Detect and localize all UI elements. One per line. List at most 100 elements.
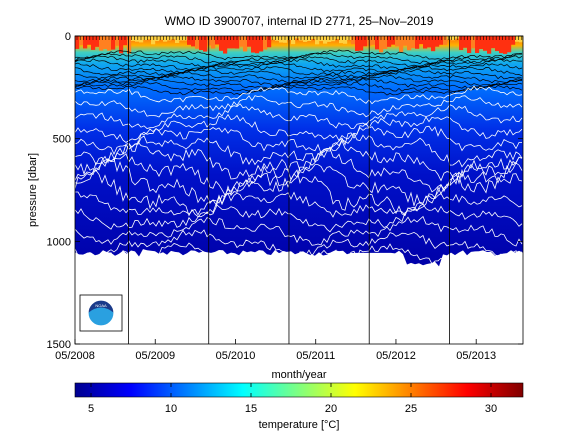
warm-cell [163, 36, 168, 42]
colorbar-tick-label: 25 [405, 403, 417, 415]
warm-cell [263, 36, 268, 50]
isotherm-line [75, 203, 523, 233]
warm-cell [75, 36, 80, 49]
warm-cell [315, 36, 320, 45]
warm-cell [231, 36, 236, 49]
warm-cell [195, 36, 200, 49]
year-boundary-lines [128, 36, 450, 344]
warm-cell [135, 36, 140, 42]
isotherm-line [75, 133, 523, 168]
warm-cell [255, 36, 260, 54]
colorbar-ticks: 5 10 15 20 25 30 [88, 383, 497, 415]
isotherm-line [75, 215, 523, 247]
colorbar-tick-label: 20 [325, 403, 337, 415]
warm-cell [467, 36, 472, 54]
isotherm-line [75, 191, 523, 218]
warm-cell [271, 36, 276, 40]
isotherm-line [75, 229, 523, 259]
warm-cell [275, 36, 280, 41]
warm-cell [471, 36, 476, 49]
warm-cell [431, 36, 436, 52]
warm-cell [303, 36, 308, 42]
warm-cell [443, 36, 448, 45]
warm-cell [343, 36, 348, 44]
warm-cell [175, 36, 180, 44]
warm-cell [383, 36, 388, 49]
warm-cell [183, 36, 188, 41]
warm-cell [311, 36, 316, 39]
warm-cell [99, 36, 104, 51]
warm-cell [79, 36, 84, 46]
isotherm-line [75, 95, 523, 118]
warm-cell [427, 36, 432, 48]
isotherm-line [75, 147, 523, 196]
temperature-field [75, 36, 523, 268]
warm-cell [407, 36, 412, 51]
colorbar-tick-label: 15 [245, 403, 257, 415]
warm-cell [459, 36, 464, 51]
warm-cell [279, 36, 284, 43]
warm-cell [203, 36, 208, 52]
isotherm-contours [75, 49, 523, 284]
warm-cell [387, 36, 392, 47]
isotherm-line [75, 55, 523, 68]
warm-cell [439, 36, 444, 45]
isotherm-line [75, 68, 523, 80]
warm-cell [335, 36, 340, 40]
isotherm-line [75, 242, 523, 272]
warm-cell [251, 36, 256, 53]
warm-cell [243, 36, 248, 52]
warm-cell [291, 36, 296, 45]
warm-cell [495, 36, 500, 52]
x-tick-label: 05/2010 [216, 350, 256, 362]
plot-frame [74, 35, 524, 345]
warm-cell [499, 36, 504, 54]
warm-cell [415, 36, 420, 49]
warm-cell [363, 36, 368, 47]
warm-cell [259, 36, 264, 52]
warm-cell [395, 36, 400, 47]
warm-cell [399, 36, 404, 52]
isotherm-line [75, 62, 523, 74]
warm-cell [111, 36, 116, 50]
colorbar-label: temperature [°C] [259, 419, 340, 431]
isotherm-line [75, 113, 523, 143]
warm-cell [179, 36, 184, 41]
y-tick-label: 1000 [47, 236, 71, 248]
isotherm-line [75, 255, 523, 284]
warm-cell [147, 36, 152, 40]
warm-cell [435, 36, 440, 47]
noaa-logo: NOAA [79, 294, 123, 332]
warm-cell [119, 36, 124, 54]
x-tick-label: 05/2012 [376, 350, 416, 362]
isotherm-line [75, 125, 523, 155]
warm-cell [219, 36, 224, 51]
profile-tick-marks [76, 36, 523, 40]
warm-cell [159, 36, 164, 40]
warm-cell [307, 36, 312, 42]
warm-cell [475, 36, 480, 53]
isotherm-line [75, 139, 523, 182]
x-tick-label: 05/2009 [135, 350, 175, 362]
warm-cell [503, 36, 508, 54]
warm-cell [403, 36, 408, 46]
warm-cell [235, 36, 240, 49]
colorbar-tick-label: 30 [485, 403, 497, 415]
warm-cell [167, 36, 172, 41]
x-tick-label: 05/2013 [456, 350, 496, 362]
warm-cell [491, 36, 496, 49]
warm-cell [391, 36, 396, 45]
warm-cell [103, 36, 108, 49]
warm-cell [239, 36, 244, 47]
warm-cell [187, 36, 192, 45]
no-data-region [75, 249, 523, 344]
plot-area [75, 36, 523, 344]
warm-cell [211, 36, 216, 49]
warm-cell [327, 36, 332, 42]
isotherm-line [75, 58, 522, 71]
profile-markers [76, 36, 523, 40]
warm-cell [487, 36, 492, 54]
warm-cell [515, 36, 520, 42]
warm-cell [451, 36, 456, 41]
warm-cell [323, 36, 328, 44]
